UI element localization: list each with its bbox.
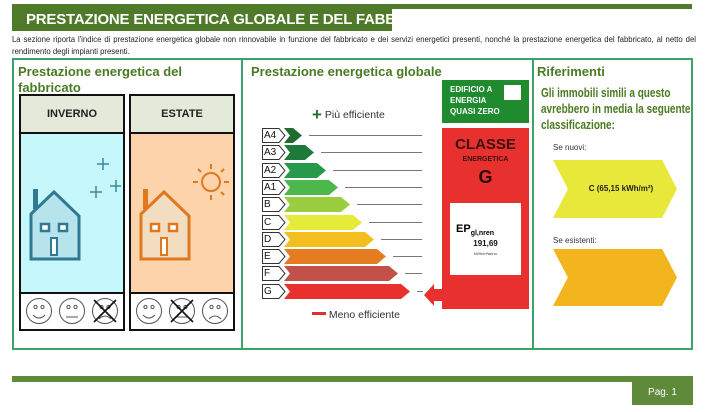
divider	[532, 58, 534, 350]
ep-value: 191,69	[473, 239, 498, 249]
class-label-box	[262, 145, 286, 161]
less-efficient-label: Meno efficiente	[328, 309, 400, 321]
house-snow-icon	[21, 134, 123, 294]
rating-faces	[131, 294, 233, 327]
section-title: PRESTAZIONE ENERGETICA GLOBALE E DEL FAB…	[12, 9, 392, 31]
class-label-box	[262, 231, 286, 247]
class-pointer-arrow	[424, 284, 444, 306]
class-bar	[284, 197, 350, 213]
class-label: E	[264, 251, 271, 263]
season-header: INVERNO	[21, 96, 123, 134]
class-line	[321, 152, 422, 154]
ep-sub: gl,nren	[470, 230, 495, 238]
class-line	[345, 186, 422, 188]
happy-face-icon	[136, 297, 163, 324]
class-label: A1	[264, 181, 277, 193]
riferimenti-text: Gli immobili simili a questo avrebbero i…	[541, 86, 691, 132]
happy-face-icon	[26, 297, 53, 324]
existing-label: Se esistenti:	[553, 236, 597, 245]
nzeb-box: EDIFICIO A ENERGIA QUASI ZERO	[442, 80, 529, 123]
class-label-box	[262, 162, 286, 178]
minus-icon	[312, 312, 326, 315]
sad-face-icon	[201, 297, 228, 324]
class-label: A4	[264, 130, 277, 141]
class-line	[417, 290, 423, 292]
page-number: Pag. 1	[632, 380, 693, 405]
class-line	[369, 221, 422, 223]
class-label: C	[264, 216, 272, 228]
class-bar	[284, 266, 398, 282]
class-bar	[284, 283, 410, 299]
class-label: D	[264, 233, 272, 245]
neutral-face-icon	[58, 297, 85, 324]
plus-icon: +	[312, 105, 322, 124]
nzeb-checkbox[interactable]	[504, 85, 521, 100]
class-line	[381, 238, 422, 240]
class-label-box	[262, 283, 286, 299]
class-label: A2	[264, 164, 277, 176]
season-estate: ESTATE	[129, 94, 235, 331]
season-header: ESTATE	[131, 96, 233, 134]
globale-title: Prestazione energetica globale	[251, 64, 442, 79]
class-bar	[284, 145, 314, 161]
class-value: G	[478, 167, 493, 187]
section-description: La sezione riporta l'indice di prestazio…	[12, 34, 696, 56]
performance-panel	[12, 58, 693, 350]
class-label-box	[262, 197, 286, 213]
class-label: F	[264, 268, 271, 280]
class-bar	[284, 128, 302, 143]
class-line	[393, 256, 422, 258]
footer-band	[12, 376, 693, 382]
more-efficient-legend: + Più efficiente	[312, 105, 385, 125]
less-efficient-legend: Meno efficiente	[312, 309, 400, 321]
class-label: A3	[264, 147, 277, 159]
class-bar	[284, 162, 326, 178]
divider	[241, 58, 243, 350]
season-inverno: INVERNO	[19, 94, 125, 331]
class-label-box	[262, 179, 286, 195]
class-line	[333, 169, 422, 171]
more-efficient-label: Più efficiente	[324, 109, 385, 121]
class-label-box	[262, 214, 286, 230]
new-label: Se nuovi:	[553, 143, 587, 152]
rating-faces	[21, 294, 123, 327]
riferimenti-title: Riferimenti	[537, 64, 605, 79]
header-band	[12, 4, 692, 9]
class-line	[405, 273, 422, 275]
neutral-face-icon	[168, 297, 195, 324]
class-bar	[284, 214, 362, 230]
class-line	[309, 135, 422, 136]
house-sun-icon	[131, 134, 233, 294]
class-subtitle: ENERGETICA	[462, 156, 509, 163]
class-label-box	[262, 249, 286, 265]
ep-unit: kWh/m²anno	[474, 251, 497, 257]
class-label: G	[264, 285, 272, 297]
fabbricato-title: Prestazione energetica del fabbricato	[18, 64, 183, 95]
class-label-box	[262, 266, 286, 282]
class-label: B	[264, 199, 271, 211]
energy-class-box: CLASSE ENERGETICA G EPgl,nren 191,69 kWh…	[442, 128, 529, 309]
class-bar	[284, 179, 338, 195]
nzeb-label: EDIFICIO A ENERGIA QUASI ZERO	[450, 85, 500, 116]
sad-face-icon	[91, 297, 118, 324]
new-class-arrow: C (65,15 kWh/m²)	[553, 160, 677, 218]
class-bar	[284, 249, 386, 265]
ep-box: EPgl,nren 191,69 kWh/m²anno	[450, 203, 521, 275]
class-line	[357, 204, 422, 206]
class-bar	[284, 231, 374, 247]
class-title: CLASSE	[455, 136, 516, 153]
class-label-box	[262, 128, 286, 143]
ep-label: EP	[456, 223, 471, 235]
existing-class-arrow	[553, 249, 677, 306]
